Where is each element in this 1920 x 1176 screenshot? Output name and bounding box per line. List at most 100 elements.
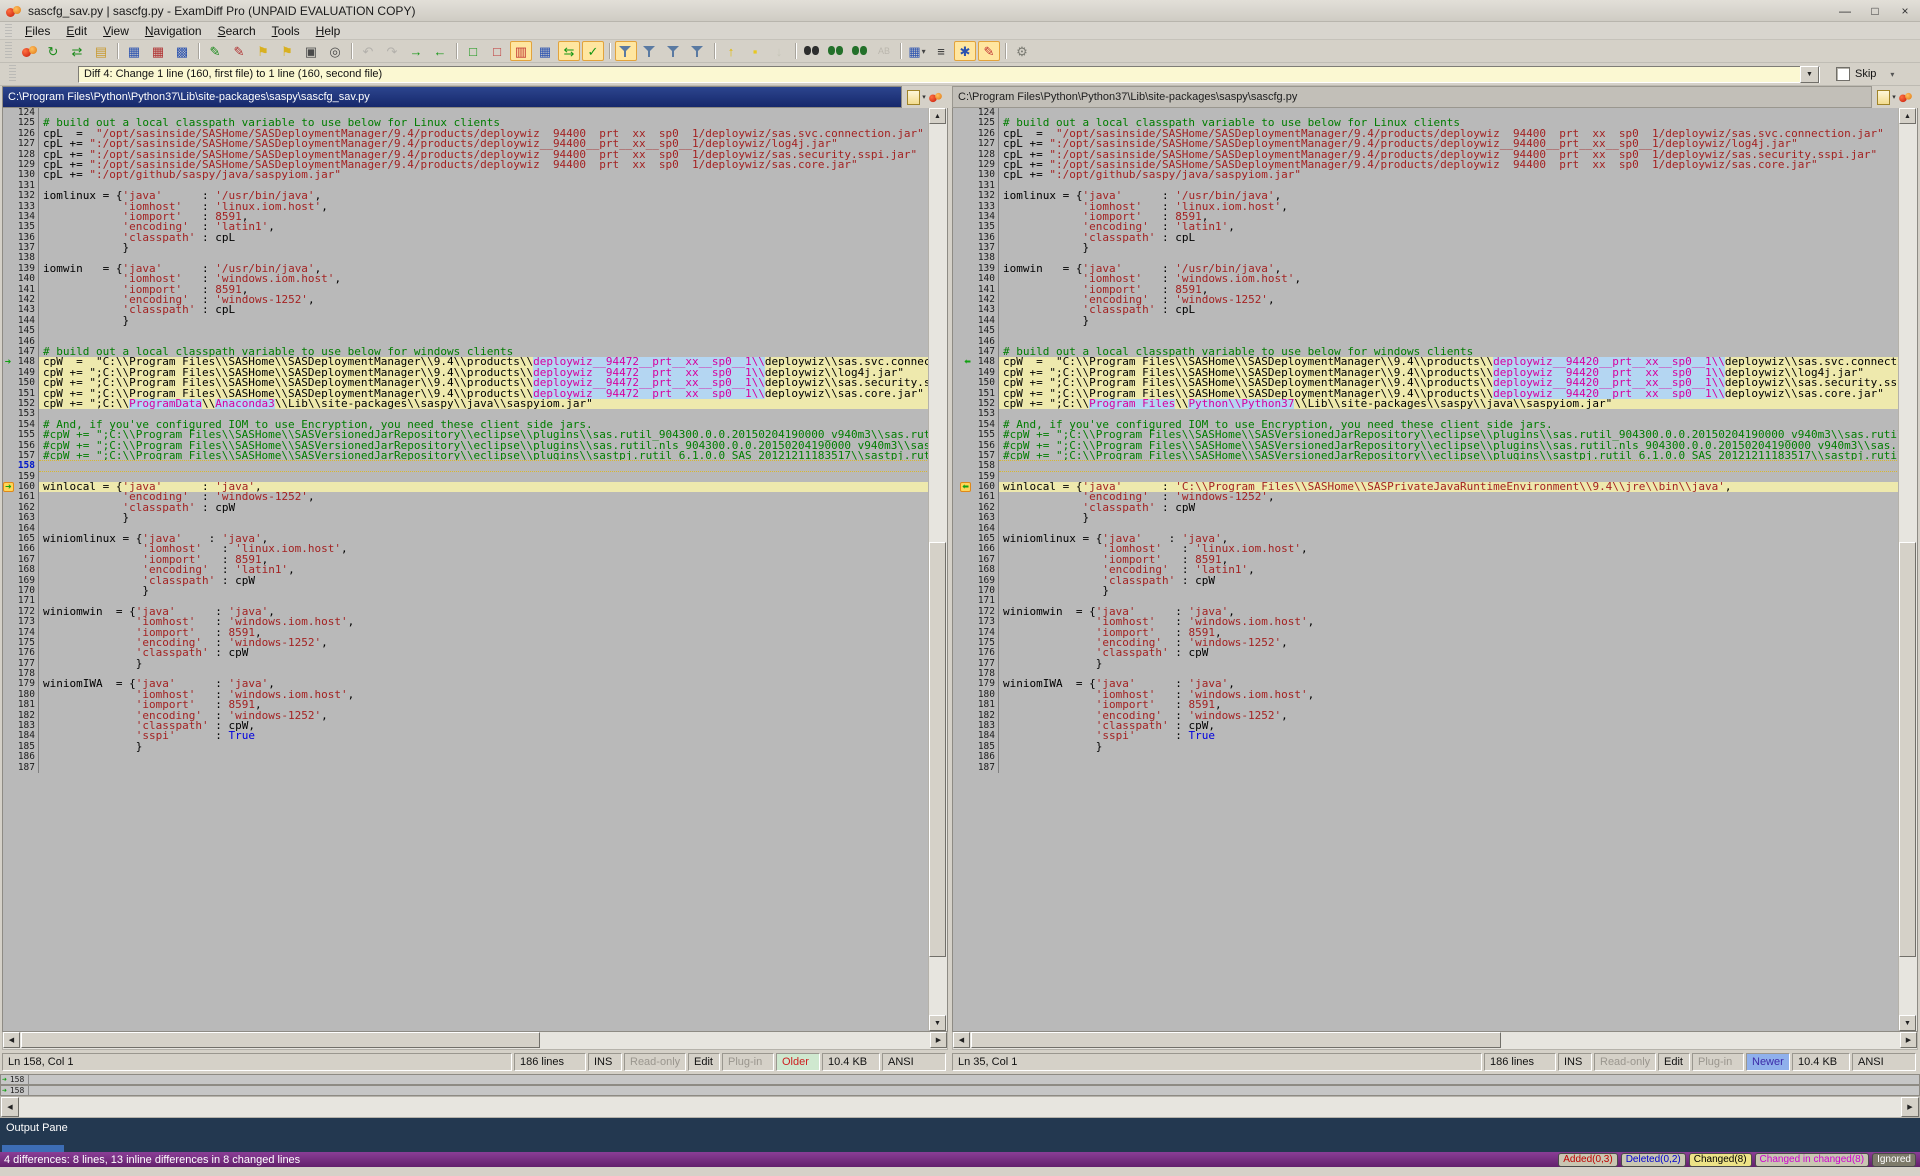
scroll-right-icon[interactable]: ▶	[1900, 1032, 1917, 1048]
filter-identical-icon[interactable]	[639, 41, 661, 61]
diff-marker-icon: ➜	[2, 1086, 7, 1095]
filter-differences-icon[interactable]	[615, 41, 637, 61]
output-pane-tab[interactable]	[2, 1145, 64, 1152]
code-text	[999, 596, 1899, 606]
scroll-left-icon[interactable]: ◀	[953, 1032, 970, 1048]
find-prev-icon[interactable]	[849, 41, 871, 61]
menu-navigation[interactable]: Navigation	[137, 23, 210, 39]
menu-help[interactable]: Help	[308, 23, 349, 39]
examdiff-pane-icon[interactable]	[929, 91, 942, 102]
vertical-scrollbar[interactable]: ▲▼	[1898, 108, 1917, 1031]
split-view-icon[interactable]: ▥	[510, 41, 532, 61]
file-path-header[interactable]: C:\Program Files\Python\Python37\Lib\sit…	[2, 86, 902, 108]
current-diff-combo[interactable]: Diff 4: Change 1 line (160, first file) …	[78, 66, 1820, 83]
flag-first-icon[interactable]: ⚑	[252, 41, 274, 61]
code-text: 'iomport' : 8591,	[999, 212, 1899, 222]
gutter	[953, 316, 973, 326]
filter-changed-icon[interactable]	[663, 41, 685, 61]
code-editor[interactable]: 124125# build out a local classpath vari…	[952, 108, 1918, 1032]
code-line: 136 'classpath' : cpL	[953, 233, 1899, 243]
edit-second-file-icon[interactable]: ✎	[228, 41, 250, 61]
line-details-icon[interactable]: ≡	[930, 41, 952, 61]
redo-icon[interactable]: ↷	[381, 41, 403, 61]
maximize-button[interactable]: □	[1860, 0, 1890, 21]
file-menu-dropdown-icon[interactable]: ▾	[922, 93, 926, 101]
menu-search[interactable]: Search	[210, 23, 264, 39]
find-next-icon[interactable]	[825, 41, 847, 61]
print-icon[interactable]: ▣	[300, 41, 322, 61]
file-path-header[interactable]: C:\Program Files\Python\Python37\Lib\sit…	[952, 86, 1872, 108]
file-menu-dropdown-icon[interactable]: ▾	[1892, 93, 1896, 101]
synchronize-scroll-icon[interactable]: ⇆	[558, 41, 580, 61]
scrollbar-thumb[interactable]	[929, 542, 946, 957]
scroll-left-icon[interactable]: ◀	[1, 1097, 19, 1117]
plugins-icon[interactable]: ✱	[954, 41, 976, 61]
file-menu-icon[interactable]	[907, 90, 920, 105]
filter-ignored-icon[interactable]	[687, 41, 709, 61]
scrollbar-thumb[interactable]	[21, 1032, 540, 1048]
combo-dropdown-icon[interactable]: ▼	[1800, 66, 1819, 83]
match-case-icon[interactable]: AB	[873, 41, 895, 61]
find-icon[interactable]	[801, 41, 823, 61]
vertical-scrollbar[interactable]: ▲▼	[928, 108, 947, 1031]
toolbar-overflow-chevron-icon[interactable]: ▾	[1890, 70, 1894, 79]
horizontal-scrollbar[interactable]: ◀▶	[2, 1032, 948, 1050]
changed-in-changed-badge[interactable]: Changed in changed(8)	[1755, 1153, 1870, 1167]
bottom-horizontal-scrollbar[interactable]: ◀ ▶	[0, 1096, 1920, 1118]
prev-difference-icon[interactable]: ←	[429, 41, 451, 61]
status-cell: 10.4 KB	[1792, 1053, 1850, 1071]
menu-view[interactable]: View	[95, 23, 137, 39]
flag-second-icon[interactable]: ⚑	[276, 41, 298, 61]
scrollbar-thumb[interactable]	[1899, 542, 1916, 957]
menu-files[interactable]: Files	[17, 23, 58, 39]
ignored-badge[interactable]: Ignored	[1872, 1153, 1916, 1167]
show-first-pane-icon[interactable]: □	[462, 41, 484, 61]
deleted-count-badge[interactable]: Deleted(0,2)	[1621, 1153, 1686, 1167]
show-second-pane-icon[interactable]: □	[486, 41, 508, 61]
save-all-icon[interactable]: ▩	[171, 41, 193, 61]
save-second-file-icon[interactable]: ▦	[147, 41, 169, 61]
editor-options-icon[interactable]: ✎	[978, 41, 1000, 61]
scroll-up-icon[interactable]: ▲	[1899, 108, 1916, 124]
skip-checkbox[interactable]	[1836, 67, 1850, 81]
last-diff-icon[interactable]: ↓	[768, 41, 790, 61]
close-button[interactable]: ×	[1890, 0, 1920, 21]
examdiff-pane-icon[interactable]	[1899, 91, 1912, 102]
merge-strip[interactable]: ➜158	[0, 1085, 1920, 1096]
scroll-right-icon[interactable]: ▶	[930, 1032, 947, 1048]
file-menu-icon[interactable]	[1877, 90, 1890, 105]
scroll-up-icon[interactable]: ▲	[929, 108, 946, 124]
menu-tools[interactable]: Tools	[264, 23, 308, 39]
open-files-icon[interactable]: ▤	[90, 41, 112, 61]
undo-icon[interactable]: ↶	[357, 41, 379, 61]
scrollbar-thumb[interactable]	[971, 1032, 1501, 1048]
merge-strip[interactable]: ➜158	[0, 1074, 1920, 1085]
gutter	[953, 150, 973, 160]
code-text: iomwin = {'java' : '/usr/bin/java',	[999, 264, 1899, 274]
panes-layout-icon[interactable]: ▦▾	[906, 41, 928, 61]
recompare-swapped-icon[interactable]: ⇄	[66, 41, 88, 61]
code-line: 134 'iomport' : 8591,	[3, 212, 929, 222]
skip-label[interactable]: Skip	[1855, 68, 1876, 80]
compare-files-icon[interactable]	[18, 41, 40, 61]
horizontal-scrollbar[interactable]: ◀▶	[952, 1032, 1918, 1050]
menu-edit[interactable]: Edit	[58, 23, 95, 39]
scroll-right-icon[interactable]: ▶	[1901, 1097, 1919, 1117]
minimize-button[interactable]: —	[1830, 0, 1860, 21]
next-difference-icon[interactable]: →	[405, 41, 427, 61]
added-count-badge[interactable]: Added(0,3)	[1558, 1153, 1617, 1167]
scroll-down-icon[interactable]: ▼	[929, 1015, 946, 1031]
save-first-file-icon[interactable]: ▦	[123, 41, 145, 61]
first-diff-icon[interactable]: ↑	[720, 41, 742, 61]
scroll-left-icon[interactable]: ◀	[3, 1032, 20, 1048]
options-icon[interactable]: ⚙	[1011, 41, 1033, 61]
print-preview-icon[interactable]: ◎	[324, 41, 346, 61]
grid-view-icon[interactable]: ▦	[534, 41, 556, 61]
code-editor[interactable]: 124125# build out a local classpath vari…	[2, 108, 948, 1032]
edit-first-file-icon[interactable]: ✎	[204, 41, 226, 61]
recompare-icon[interactable]: ↻	[42, 41, 64, 61]
current-diff-icon[interactable]: ▪	[744, 41, 766, 61]
auto-recompare-icon[interactable]: ✓	[582, 41, 604, 61]
changed-count-badge[interactable]: Changed(8)	[1689, 1153, 1752, 1167]
scroll-down-icon[interactable]: ▼	[1899, 1015, 1916, 1031]
